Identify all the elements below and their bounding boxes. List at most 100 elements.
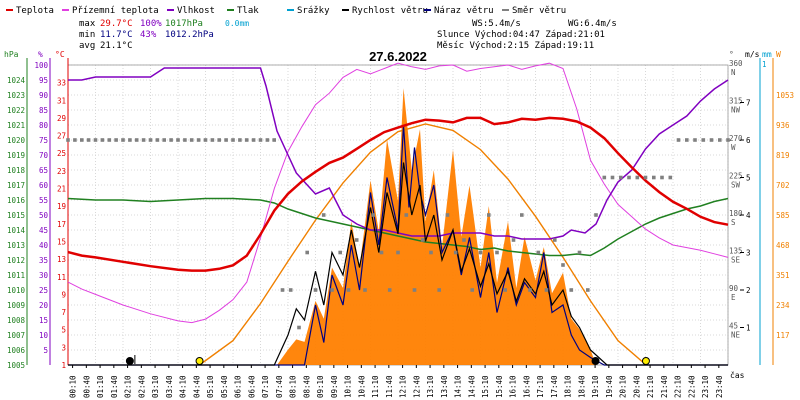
- wind-dir-point: [412, 288, 417, 292]
- wind-dir-point: [288, 288, 293, 292]
- percent-tick-label: 20: [39, 301, 49, 310]
- time-tick-label: 14:40: [467, 375, 476, 398]
- time-tick-label: 18:10: [564, 375, 573, 398]
- celsius-tick-label: 5: [61, 326, 66, 335]
- wind-dir-point: [643, 175, 648, 180]
- percent-tick-label: 25: [39, 286, 48, 295]
- time-tick-label: 16:10: [509, 375, 518, 398]
- percent-tick-label: 80: [39, 121, 49, 130]
- celsius-tick-label: 1: [61, 361, 66, 370]
- wind-dir-point: [429, 250, 433, 255]
- wind-dir-point: [272, 138, 276, 142]
- wind-dir-point: [437, 288, 441, 292]
- wind-dir-point: [203, 138, 208, 142]
- time-tick-label: 00:10: [69, 375, 78, 398]
- wind-dir-point: [176, 138, 180, 142]
- time-tick-label: 08:40: [302, 375, 311, 398]
- wind-dir-point: [718, 138, 722, 142]
- stats-min-press: 1012.2hPa: [165, 30, 214, 40]
- percent-tick-label: 95: [39, 76, 48, 85]
- wind-dir-point: [86, 138, 91, 142]
- wind-dir-point: [453, 250, 458, 255]
- hpa-tick-label: 1014: [7, 226, 26, 235]
- legend-label-5: Rychlost větru: [352, 6, 428, 16]
- wind-dir-point: [121, 138, 125, 142]
- wind-dir-point: [577, 250, 582, 255]
- wind-dir-point: [635, 175, 640, 180]
- time-tick-label: 10:10: [344, 375, 353, 398]
- time-tick-label: 12:10: [399, 375, 408, 398]
- wind-dir-point: [420, 238, 425, 242]
- degrees-tick-label: 360: [729, 59, 743, 68]
- percent-tick-label: 30: [39, 271, 49, 280]
- time-tick-label: 15:40: [495, 375, 504, 398]
- time-tick-label: 07:10: [261, 375, 270, 398]
- wind-dir-point: [693, 138, 697, 142]
- stats-max-press: 1017hPa: [165, 19, 203, 29]
- stats-avg-temp: 21.1°C: [100, 41, 133, 51]
- legend-label-3: Tlak: [237, 6, 259, 16]
- hpa-tick-label: 1009: [7, 301, 25, 310]
- ms-tick-label: 3: [746, 249, 751, 258]
- wind-dir-point: [224, 138, 228, 142]
- wind-dir-point: [155, 138, 160, 142]
- celsius-tick-label: 3: [61, 343, 66, 352]
- wind-dir-point: [321, 213, 326, 217]
- wind-dir-point: [528, 288, 532, 292]
- ms-tick-label: 4: [746, 211, 751, 220]
- w-tick-label: 468: [776, 241, 790, 250]
- wind-dir-point: [668, 175, 673, 180]
- w-tick-label: 585: [776, 211, 790, 220]
- wind-dir-point: [114, 138, 118, 142]
- degrees-tick-label: 315: [729, 97, 743, 106]
- hpa-tick-label: 1005: [7, 361, 25, 370]
- wind-dir-point: [544, 288, 549, 292]
- time-tick-label: 06:10: [234, 375, 243, 398]
- stats-min-temp: 11.7°C: [100, 30, 133, 40]
- wind-dir-point: [511, 238, 516, 242]
- wind-dir-point: [169, 138, 173, 142]
- w-tick-label: 234: [776, 301, 790, 310]
- celsius-tick-label: 23: [57, 167, 66, 176]
- ms-axis-unit: m/s: [745, 50, 760, 59]
- time-tick-label: 01:10: [96, 375, 105, 398]
- hpa-tick-label: 1012: [7, 256, 25, 265]
- time-tick-label: 11:40: [385, 375, 394, 398]
- wind-dir-point: [128, 138, 132, 142]
- legend-label-7: Směr větru: [512, 6, 566, 16]
- wind-dir-point: [709, 138, 714, 142]
- wind-dir-point: [487, 213, 491, 217]
- wind-dir-point: [354, 238, 359, 242]
- percent-tick-label: 35: [39, 256, 48, 265]
- wind-dir-point: [660, 175, 664, 180]
- celsius-tick-label: 17: [57, 220, 66, 229]
- time-tick-label: 21:40: [660, 375, 669, 398]
- ms-tick-label: 6: [746, 136, 751, 145]
- time-tick-label: 22:40: [687, 375, 696, 398]
- time-tick-label: 08:10: [289, 375, 298, 398]
- right-axes: °45NE90E135SE180S225SW270W315NW360Nm/s12…: [729, 50, 794, 365]
- wind-dir-point: [141, 138, 146, 142]
- wind-dir-point: [162, 138, 166, 142]
- w-tick-label: 117: [776, 331, 790, 340]
- wind-dir-point: [536, 250, 541, 255]
- time-tick-label: 04:40: [192, 375, 201, 398]
- wind-dir-point: [404, 213, 409, 217]
- wind-dir-point: [619, 175, 623, 180]
- stats-block: max 29.7°C 100% 1017hPa 0.0mm min 11.7°C 43% 101…: [79, 19, 617, 51]
- degrees-tick-label: 270: [729, 134, 743, 143]
- percent-tick-label: 45: [39, 226, 48, 235]
- time-tick-label: 19:40: [605, 375, 614, 398]
- legend-label-1: Přízemní teplota: [72, 6, 159, 16]
- wind-dir-point: [280, 288, 285, 292]
- wind-dir-point: [100, 138, 105, 142]
- time-axis: 00:10 00:40 01:10 01:40 02:10 02:40 03:10 03:40…: [69, 365, 745, 398]
- direction-tick-label: W: [731, 143, 736, 152]
- stats-max-hum: 100%: [140, 19, 162, 29]
- wind-speed-line: [68, 162, 728, 366]
- celsius-tick-label: 33: [57, 79, 66, 88]
- wind-dir-point: [238, 138, 242, 142]
- hpa-tick-label: 1020: [7, 136, 26, 145]
- degrees-tick-label: 135: [729, 247, 743, 256]
- celsius-axis-unit: °C: [55, 50, 65, 59]
